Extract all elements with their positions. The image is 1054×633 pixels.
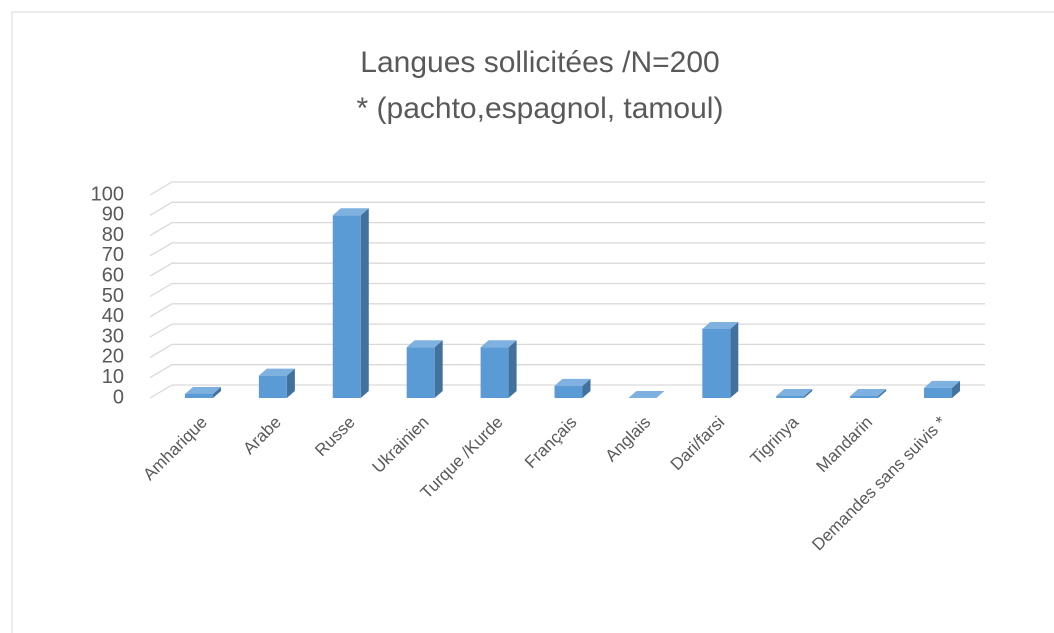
bar [406,347,435,398]
bar-side [952,380,961,398]
bar [184,393,213,398]
bar-top [184,386,221,394]
bar [480,347,509,398]
y-tick-label: 80 [102,224,124,246]
chart-title: Langues sollicitées /N=200 [360,46,719,79]
bar-top [406,340,443,348]
bar-top [554,378,591,386]
y-tick-label: 100 [91,183,124,205]
bar-side [804,388,813,398]
y-tick-label: 70 [102,244,124,266]
bar-side [212,386,221,398]
bar [258,375,287,398]
y-tick-label: 0 [113,386,124,408]
grid-line [149,181,985,196]
grid-line [149,303,985,318]
y-tick-label: 50 [102,285,124,307]
bar-top [850,388,887,396]
bar [702,328,731,398]
bar-top [776,388,813,396]
grid-line [149,262,985,277]
bar-top [480,340,517,348]
bar [924,387,953,398]
y-tick-label: 10 [102,366,124,388]
bar-side [508,340,517,398]
bar-top [332,208,369,216]
grid-line [149,201,985,216]
y-tick-label: 30 [102,325,124,347]
bar-side [286,368,295,398]
bar [776,395,805,398]
y-tick-label: 90 [102,204,124,226]
y-tick-label: 20 [102,346,124,368]
grid-line [149,242,985,257]
bar-side [730,321,739,398]
grid-line [149,282,985,298]
bar-top [628,391,665,398]
bar-side [582,378,591,398]
bar [332,215,361,398]
chart-subtitle: * (pachto,espagnol, tamoul) [357,92,724,125]
chart-frame [11,11,1054,633]
y-tick-label: 60 [102,264,124,286]
bar-side [878,388,887,398]
bar-top [924,380,961,388]
bar-top [702,321,739,329]
bar-side [360,208,369,398]
bar-side [434,340,443,398]
bar [554,385,583,398]
grid-line [149,221,985,237]
bar-top [258,368,295,376]
y-tick-label: 40 [102,305,124,327]
bar [850,395,879,398]
